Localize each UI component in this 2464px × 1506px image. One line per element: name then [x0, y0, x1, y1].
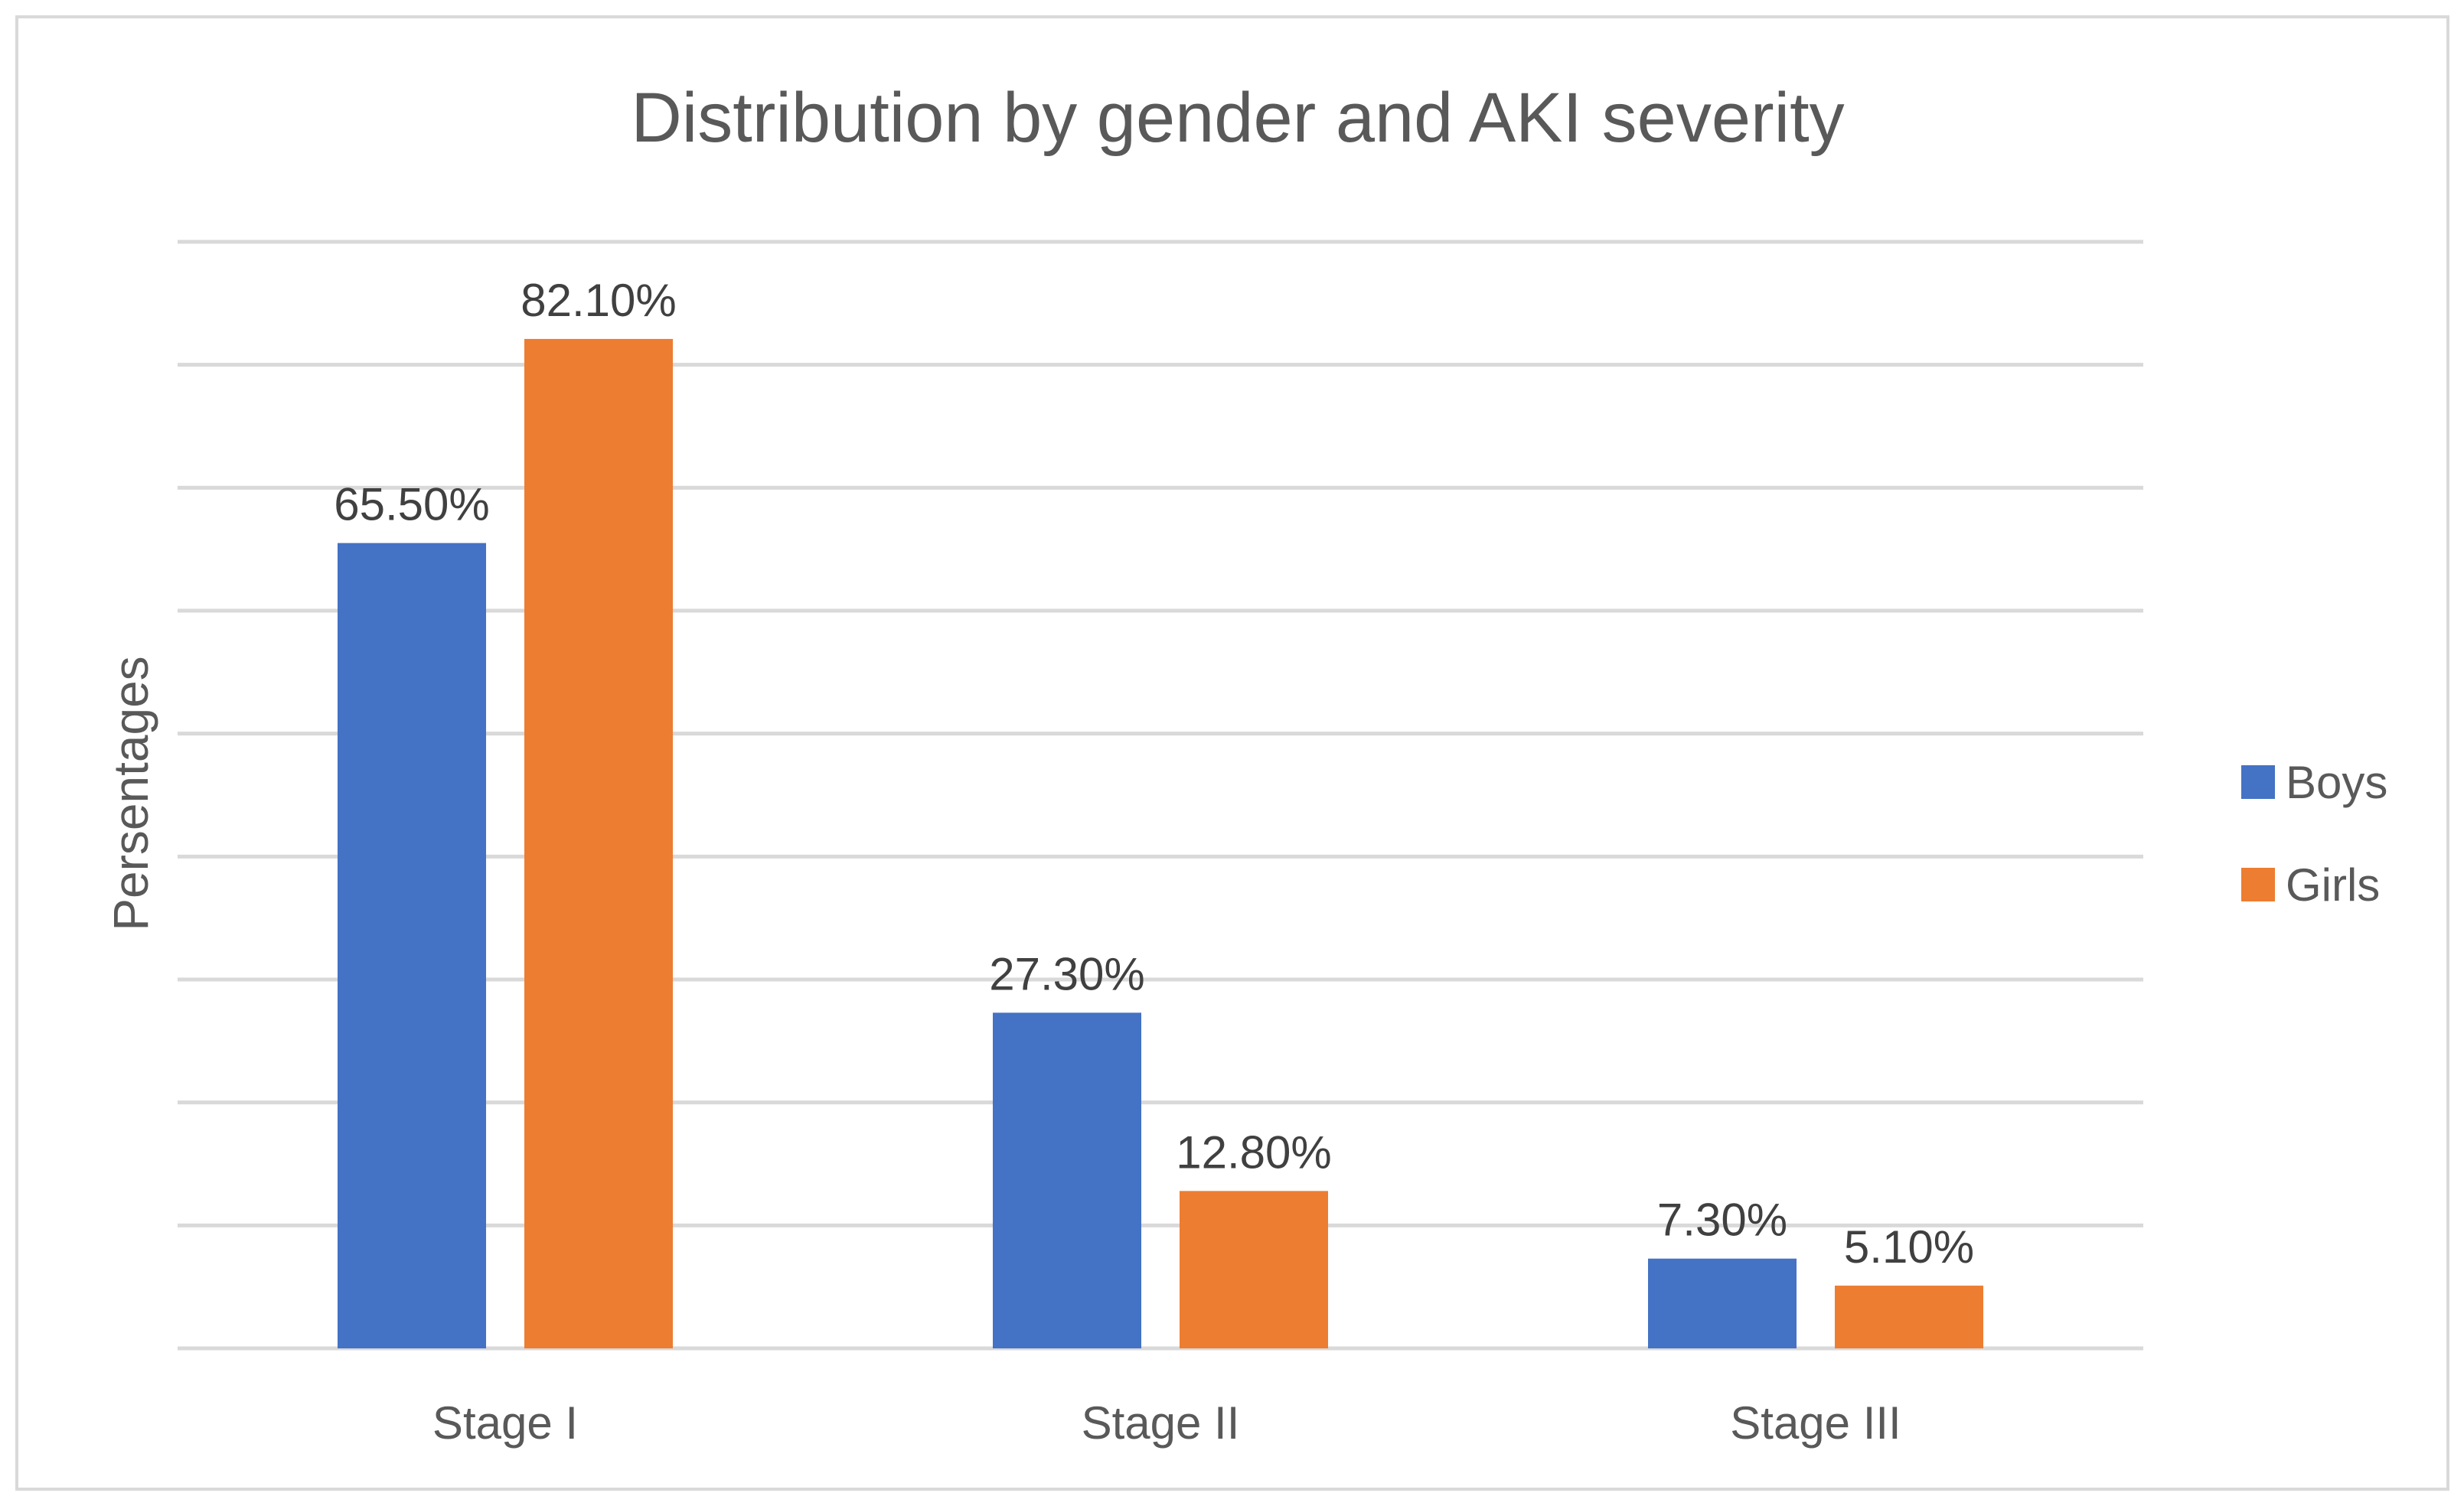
legend-swatch-boys — [2241, 765, 2275, 799]
legend-swatch-girls — [2241, 868, 2275, 901]
x-tick-label: Stage III — [1730, 1397, 1901, 1449]
gridlines — [178, 240, 2143, 1351]
bar-boys-stage-i — [338, 543, 486, 1349]
x-axis-tick-labels: Stage I Stage II Stage III — [432, 1397, 1901, 1449]
legend: Boys Girls — [2241, 757, 2387, 911]
bar-girls-stage-ii — [1180, 1191, 1328, 1348]
bar-girls-stage-i — [524, 338, 673, 1349]
data-label-boys-stage-ii: 27.30% — [989, 948, 1145, 999]
y-axis-title: Persentages — [103, 656, 158, 931]
data-label-girls-stage-i: 82.10% — [521, 275, 677, 326]
bar-girls-stage-iii — [1835, 1286, 1983, 1348]
chart-title: Distribution by gender and AKI severity — [631, 79, 1844, 157]
bar-boys-stage-iii — [1648, 1258, 1797, 1348]
data-label-girls-stage-ii: 12.80% — [1176, 1126, 1332, 1178]
bar-boys-stage-ii — [993, 1012, 1141, 1348]
data-labels: 65.50% 82.10% 27.30% 12.80% 7.30% 5.10% — [334, 275, 1974, 1273]
data-label-boys-stage-i: 65.50% — [334, 479, 490, 530]
legend-label-girls: Girls — [2286, 859, 2380, 911]
x-tick-label: Stage I — [432, 1397, 578, 1449]
legend-label-boys: Boys — [2286, 757, 2387, 808]
x-tick-label: Stage II — [1082, 1397, 1240, 1449]
bars — [338, 338, 1983, 1349]
data-label-boys-stage-iii: 7.30% — [1657, 1195, 1787, 1246]
data-label-girls-stage-iii: 5.10% — [1844, 1221, 1974, 1273]
